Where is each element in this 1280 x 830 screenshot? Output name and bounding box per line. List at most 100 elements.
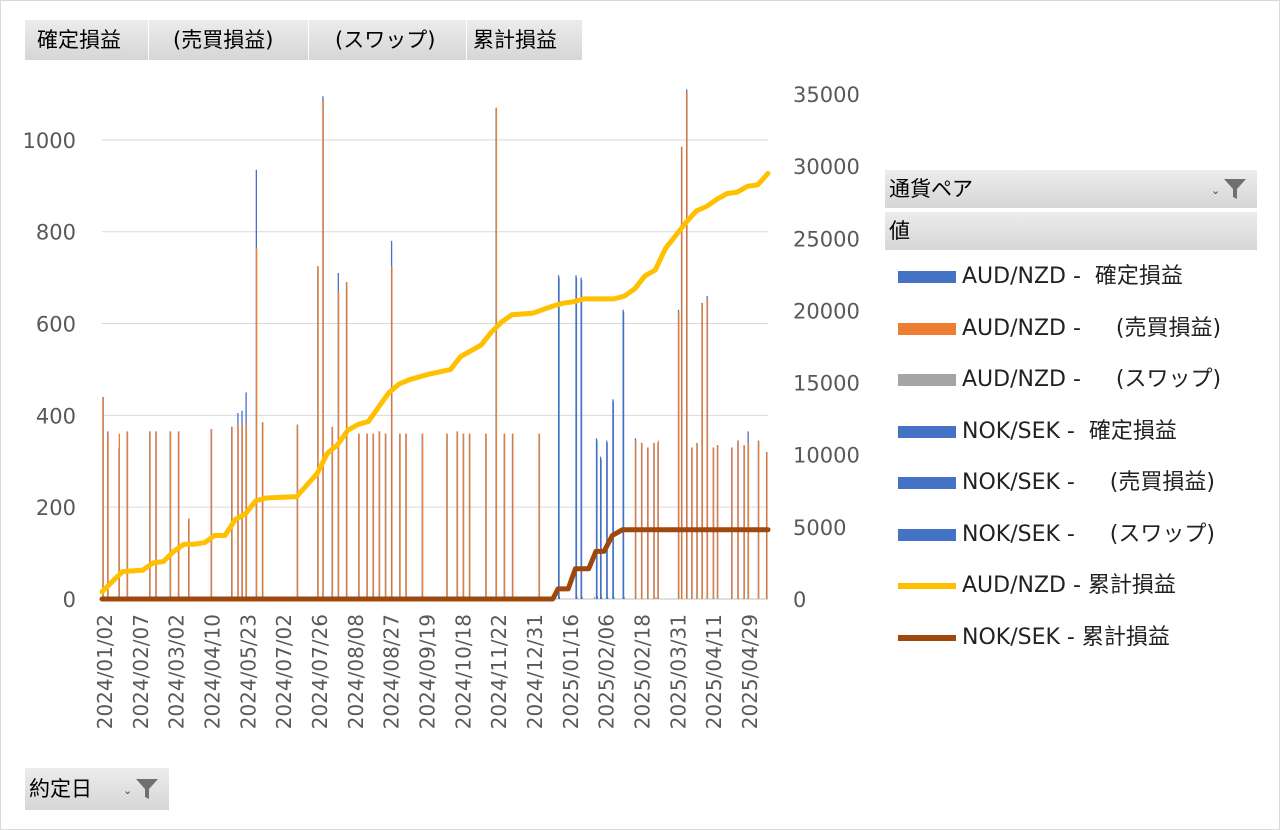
bar xyxy=(581,596,583,599)
bar xyxy=(469,433,471,599)
filter-icon xyxy=(136,779,158,799)
bar xyxy=(596,440,598,599)
legend-item[interactable]: AUD/NZD - 累計損益 xyxy=(898,571,1176,601)
bar xyxy=(691,447,693,599)
bar xyxy=(421,433,424,599)
bar xyxy=(635,440,637,599)
x-tick-label: 2025/02/18 xyxy=(631,614,655,729)
bar xyxy=(696,442,698,599)
x-tick-label: 2024/01/02 xyxy=(93,614,117,729)
field-button-swap[interactable]: (スワップ) xyxy=(309,20,467,60)
x-tick-label: 2024/07/26 xyxy=(308,614,332,729)
y-right-tick-label: 10000 xyxy=(793,444,860,468)
legend-item[interactable]: NOK/SEK - 確定損益 xyxy=(898,417,1177,447)
x-tick-label: 2024/10/18 xyxy=(451,614,475,729)
x-tick-label: 2024/09/19 xyxy=(416,614,440,729)
bar xyxy=(731,447,733,599)
bar xyxy=(641,442,643,599)
bar xyxy=(717,445,719,599)
bar xyxy=(378,431,381,599)
bar xyxy=(485,433,487,599)
legend-swatch xyxy=(898,322,956,335)
legend-label: AUD/NZD - 確定損益 xyxy=(962,264,1183,289)
y-left-tick-label: 200 xyxy=(36,496,76,520)
y-left-tick-label: 1000 xyxy=(23,129,76,153)
y-right-tick-label: 25000 xyxy=(793,227,860,251)
legend-label: NOK/SEK - (スワップ) xyxy=(962,521,1215,547)
bar xyxy=(596,596,598,599)
legend-item[interactable]: NOK/SEK - (スワップ) xyxy=(898,520,1215,550)
bar xyxy=(346,282,348,599)
bar xyxy=(612,401,614,599)
y-right-tick-label: 0 xyxy=(793,588,806,612)
bar xyxy=(255,247,258,599)
bar xyxy=(758,440,760,599)
bar xyxy=(623,596,625,599)
legend-swatch xyxy=(898,271,956,283)
legend-item[interactable]: AUD/NZD - 確定損益 xyxy=(898,262,1183,292)
legend-swatch xyxy=(898,374,956,386)
legend-item[interactable]: AUD/NZD - (売買損益) xyxy=(898,314,1221,344)
bar xyxy=(757,597,760,599)
legend-swatch xyxy=(898,477,956,489)
legend-label: NOK/SEK - (売買損益) xyxy=(962,470,1215,495)
bar xyxy=(737,440,739,599)
legend-swatch xyxy=(898,425,956,438)
bar xyxy=(317,266,319,599)
x-tick-label: 2025/04/29 xyxy=(738,614,762,729)
legend-values-header: 値 xyxy=(885,212,1257,250)
x-tick-label: 2024/07/02 xyxy=(272,614,296,729)
axis-filter-button[interactable]: 約定日 ⌄ xyxy=(25,768,170,810)
y-left-tick-label: 400 xyxy=(36,404,76,428)
bar xyxy=(178,431,180,599)
bar xyxy=(701,305,704,599)
bar xyxy=(743,445,746,599)
field-button-cumulative-pl[interactable]: 累計損益 xyxy=(467,20,583,60)
x-tick-label: 2024/08/27 xyxy=(380,614,404,729)
bar xyxy=(558,277,560,599)
bar xyxy=(210,429,213,599)
legend-label: AUD/NZD - (スワップ) xyxy=(962,367,1222,392)
field-button-trading-pl[interactable]: (売買損益) xyxy=(149,20,309,60)
series-line xyxy=(99,527,771,602)
bar xyxy=(606,442,608,599)
bar xyxy=(606,596,609,599)
bar xyxy=(613,596,615,599)
bar xyxy=(716,596,719,599)
bar xyxy=(322,100,324,600)
y-right-tick-label: 15000 xyxy=(793,372,860,396)
bar xyxy=(155,431,157,599)
bar xyxy=(686,91,688,600)
bar xyxy=(503,433,506,599)
bar xyxy=(149,431,151,599)
legend-filter-button[interactable]: 通貨ペア ⌄ xyxy=(885,170,1257,208)
bar xyxy=(712,447,715,599)
bar xyxy=(188,518,190,599)
bar xyxy=(296,424,299,599)
bar xyxy=(405,433,407,599)
y-left-tick-label: 600 xyxy=(36,313,76,337)
bar xyxy=(657,440,659,599)
bar xyxy=(237,424,239,599)
x-tick-label: 2024/05/23 xyxy=(236,614,260,729)
bar xyxy=(706,298,709,599)
bar xyxy=(331,426,334,599)
legend-item[interactable]: NOK/SEK - (売買損益) xyxy=(898,468,1215,498)
bar xyxy=(622,312,625,599)
bar xyxy=(512,433,514,599)
bar xyxy=(456,431,459,599)
bar xyxy=(495,107,498,599)
field-button-confirmed-pl[interactable]: 確定損益 xyxy=(25,20,149,60)
bar xyxy=(653,442,655,599)
legend-item[interactable]: AUD/NZD - (スワップ) xyxy=(898,365,1221,395)
bar xyxy=(593,596,596,599)
bar xyxy=(538,433,541,599)
bar xyxy=(600,596,603,599)
bar xyxy=(399,433,401,599)
legend-item[interactable]: NOK/SEK - 累計損益 xyxy=(898,623,1170,653)
axis-filter-label: 約定日 xyxy=(29,777,92,801)
bar xyxy=(655,597,657,599)
x-tick-label: 2024/04/10 xyxy=(201,614,225,729)
x-tick-label: 2025/04/11 xyxy=(702,614,726,729)
y-left-tick-label: 800 xyxy=(36,221,76,245)
